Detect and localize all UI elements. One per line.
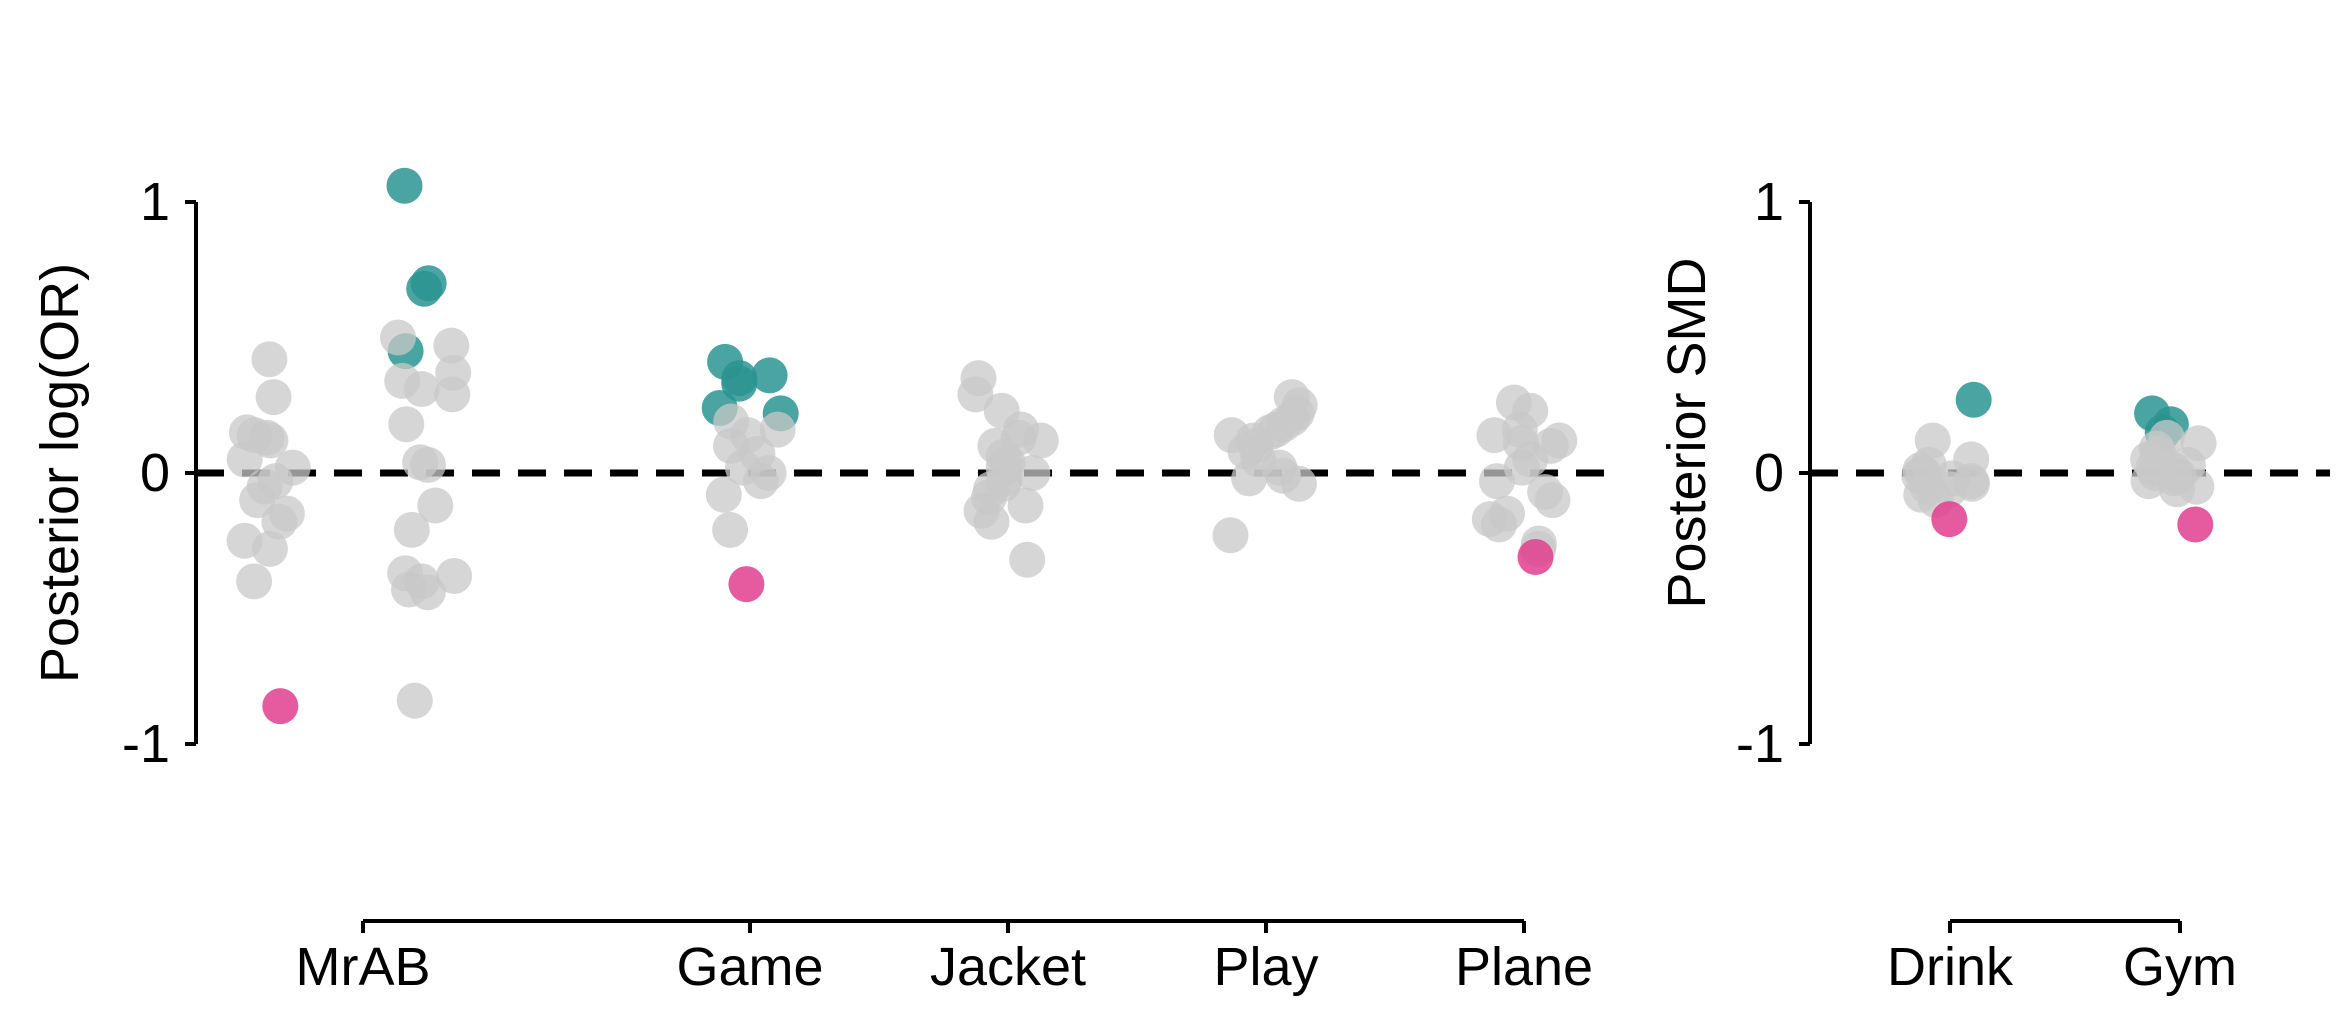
y-tick-label-0: 0	[140, 443, 170, 503]
data-point-jacket	[973, 503, 1010, 540]
data-point-mrab	[396, 682, 433, 719]
data-point-mrab	[388, 406, 425, 443]
data-point-gym	[2158, 471, 2195, 508]
data-point-mrab	[406, 270, 443, 307]
data-point-gym	[2177, 506, 2214, 543]
data-point-jacket	[1009, 541, 1046, 578]
data-point-play	[1280, 465, 1317, 502]
data-point-mrab	[393, 511, 430, 548]
data-point-mrab	[252, 422, 289, 459]
y-axis-label: Posterior SMD	[1657, 257, 1717, 608]
data-point-mrab	[262, 688, 299, 725]
data-point-jacket	[957, 376, 994, 413]
data-point-gym	[2130, 463, 2167, 500]
data-point-game	[728, 566, 765, 603]
data-point-plane	[1481, 506, 1518, 543]
data-point-mrab	[239, 482, 276, 519]
data-point-mrab	[251, 341, 288, 378]
data-point-mrab	[380, 319, 416, 356]
panel-smd: 1 0 -1 Posterior SMD Drink Gym	[1657, 172, 2330, 997]
data-point-game	[721, 365, 758, 402]
data-point-game	[712, 511, 749, 548]
y-tick-label-0: 0	[1754, 443, 1784, 503]
x-label-plane: Plane	[1455, 937, 1593, 997]
data-point-jacket	[1022, 422, 1059, 459]
data-point-game	[759, 411, 796, 448]
data-point-mrab	[236, 563, 273, 600]
data-point-plane	[1479, 463, 1515, 500]
points-smd	[1901, 381, 2217, 543]
x-label-play: Play	[1213, 937, 1318, 997]
data-point-mrab	[255, 379, 292, 416]
data-point-mrab	[433, 327, 470, 364]
data-point-play	[1212, 517, 1249, 554]
data-point-mrab	[410, 446, 446, 483]
x-label-mrab: MrAB	[296, 937, 431, 997]
y-tick-label-minus-1: -1	[1736, 714, 1784, 774]
data-point-mrab	[251, 530, 288, 567]
panel-log-or: 1 0 -1 Posterior log(OR) MrAB Game Jacke…	[30, 167, 1618, 997]
x-label-game: Game	[676, 937, 823, 997]
data-point-mrab	[409, 574, 446, 611]
data-point-mrab	[226, 441, 263, 478]
y-tick-label-minus-1: -1	[122, 714, 170, 774]
data-point-mrab	[261, 503, 298, 540]
data-point-game	[705, 476, 742, 513]
data-point-plane	[1534, 482, 1571, 519]
y-axis-label: Posterior log(OR)	[30, 263, 90, 683]
data-point-jacket	[1007, 487, 1044, 524]
y-tick-label-1: 1	[140, 172, 170, 232]
data-point-jacket	[1014, 455, 1051, 491]
data-point-drink	[1931, 501, 1968, 538]
data-point-game	[743, 463, 779, 500]
data-point-drink	[1955, 381, 1992, 418]
x-label-gym: Gym	[2123, 937, 2237, 997]
x-label-drink: Drink	[1887, 937, 2014, 997]
data-point-mrab	[403, 371, 440, 407]
data-point-mrab	[386, 167, 423, 204]
points-log-or	[226, 167, 1578, 725]
data-point-game	[751, 357, 788, 394]
data-point-mrab	[436, 558, 473, 594]
x-label-jacket: Jacket	[930, 937, 1086, 997]
data-point-mrab	[417, 487, 454, 524]
data-point-play	[1231, 460, 1268, 497]
data-point-mrab	[434, 376, 471, 413]
data-point-plane	[1517, 539, 1554, 575]
y-tick-label-1: 1	[1754, 172, 1784, 232]
